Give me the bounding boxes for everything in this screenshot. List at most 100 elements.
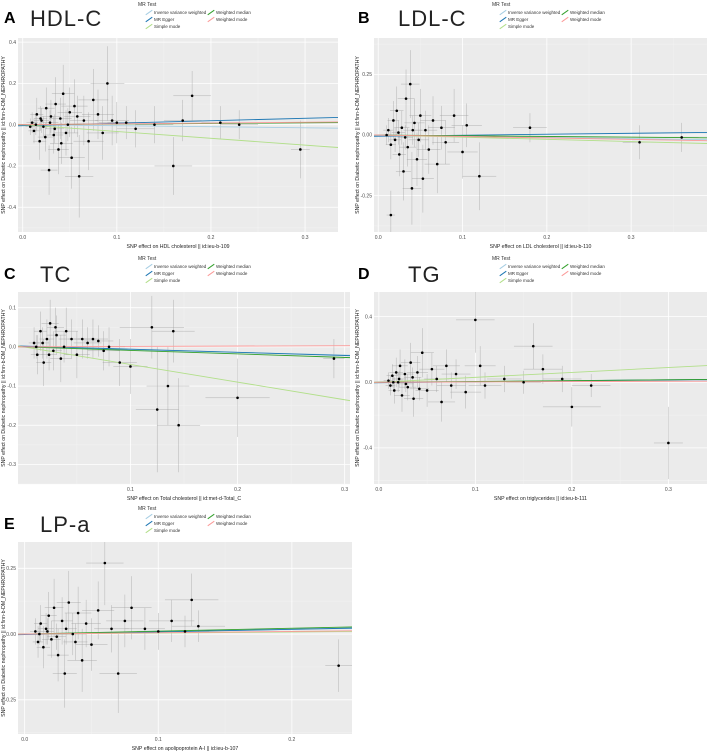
data-point: [638, 140, 641, 144]
legend-label: Simple mode: [508, 278, 535, 284]
data-point: [465, 124, 469, 127]
data-point: [35, 113, 39, 116]
data-point: [91, 337, 95, 341]
data-point: [400, 126, 404, 130]
legend-label: Simple mode: [154, 24, 181, 30]
y-tick-label: 0.0: [9, 122, 16, 128]
plot-content: [18, 295, 350, 473]
y-tick-label: 0.25: [362, 72, 372, 78]
legend-label: Weighted mode: [216, 521, 248, 527]
data-point: [32, 129, 36, 133]
legend-label: Weighted mode: [570, 17, 602, 23]
legend: MR Test Inverse variance weighted MR Egger…: [138, 256, 278, 288]
data-point: [52, 349, 55, 353]
panel-hdl-c: A HDL-C MR Test Inverse variance weighted MR…: [0, 0, 354, 254]
data-point: [82, 119, 86, 122]
data-point: [62, 345, 66, 349]
y-tick-label: 0.2: [9, 81, 16, 87]
legend-title: MR Test: [138, 256, 157, 262]
regression-line-weighted-mode: [18, 345, 350, 348]
data-point: [38, 139, 41, 143]
legend-item-weighted-median: Weighted median: [207, 513, 251, 520]
data-point: [409, 361, 412, 364]
data-point: [389, 384, 392, 387]
data-point: [440, 126, 443, 130]
legend-label: Weighted mode: [216, 271, 248, 277]
data-point: [415, 157, 419, 161]
data-point: [299, 148, 302, 151]
legend-label: Weighted mode: [216, 17, 248, 23]
data-point: [560, 377, 564, 381]
data-point: [419, 114, 422, 117]
data-point: [425, 389, 429, 392]
legend-item-simple-mode: Simple mode: [145, 23, 181, 30]
data-point: [110, 627, 113, 631]
regression-line-simple-mode: [374, 365, 707, 383]
panel-tg: D TG MR Test Inverse variance weighted MR Eg…: [354, 254, 709, 504]
data-point: [171, 329, 175, 333]
data-point: [385, 133, 388, 137]
y-tick-label: -0.3: [7, 462, 16, 468]
data-point: [39, 622, 43, 625]
data-point: [431, 119, 435, 122]
data-point: [387, 379, 390, 382]
legend-item-weighted-mode: Weighted mode: [561, 270, 601, 277]
data-point: [190, 94, 194, 98]
data-point: [424, 128, 427, 132]
legend-label: Inverse variance weighted: [154, 514, 207, 520]
data-point: [408, 82, 412, 86]
data-point: [454, 372, 458, 376]
data-point: [52, 606, 56, 610]
legend-item-weighted-mode: Weighted mode: [207, 270, 248, 277]
legend-item-weighted-mode: Weighted mode: [561, 16, 602, 23]
data-point: [411, 128, 415, 132]
legend-item-mr-egger: MR Egger: [145, 520, 174, 527]
data-point: [387, 128, 390, 132]
panel-title: HDL-C: [30, 6, 103, 31]
data-point: [55, 635, 59, 638]
data-point: [411, 376, 414, 379]
data-point: [427, 148, 431, 151]
legend: MR Test Inverse variance weighted MR Egger…: [138, 506, 278, 538]
y-tick-label: -0.25: [361, 193, 373, 199]
data-point: [449, 384, 453, 387]
data-point: [101, 131, 105, 135]
regression-line-mr-egger: [18, 345, 350, 357]
legend-label: Simple mode: [154, 528, 181, 534]
panel-letter: D: [358, 266, 370, 283]
regression-line-weighted-mode: [374, 134, 707, 142]
data-point: [391, 374, 394, 377]
data-point: [183, 630, 187, 633]
panel-letter: A: [4, 10, 16, 27]
legend-item-simple-mode: Simple mode: [499, 23, 535, 30]
data-point: [430, 367, 434, 371]
scatter-plot: 0.0 0.1 0.2 0.3 -0.4 -0.2 0.0 0.2 0.4 SNP effect …: [1, 38, 338, 250]
data-point: [130, 606, 133, 610]
y-tick-label: 0.4: [365, 314, 372, 320]
data-point: [87, 139, 90, 143]
legend: MR Test Inverse variance weighted MR Egger…: [138, 2, 278, 34]
x-tick-label: 0.3: [665, 487, 672, 493]
data-point: [398, 364, 402, 368]
data-point: [397, 153, 401, 156]
regression-line-weighted-median: [18, 346, 350, 359]
x-tick-label: 0.0: [21, 737, 28, 743]
x-tick-label: 0.0: [375, 235, 382, 241]
legend-label: Inverse variance weighted: [508, 264, 561, 270]
legend-label: MR Egger: [154, 17, 175, 23]
x-tick-label: 0.3: [341, 487, 348, 493]
data-point: [68, 110, 72, 114]
data-point: [67, 601, 71, 604]
data-point: [134, 127, 137, 131]
data-point: [64, 329, 68, 333]
data-point: [34, 345, 38, 349]
data-point: [53, 127, 57, 131]
y-tick-label: 0.0: [9, 345, 16, 351]
data-point: [59, 357, 63, 360]
legend-label: Simple mode: [508, 24, 535, 30]
data-point: [40, 119, 43, 122]
data-point: [30, 121, 34, 124]
data-point: [589, 384, 593, 387]
data-point: [77, 174, 81, 178]
data-point: [420, 351, 424, 355]
